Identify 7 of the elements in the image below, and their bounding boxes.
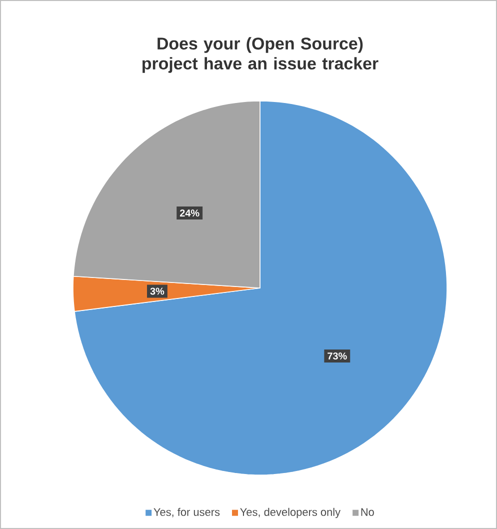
legend-label: Yes, developers only: [240, 508, 341, 518]
chart-title: Does your (Open Source) project have an issue tracker: [142, 37, 378, 73]
legend-label: No: [361, 508, 374, 516]
data-label: 3%: [150, 288, 164, 295]
data-label: 24%: [180, 210, 200, 217]
legend-label: Yes, for users: [154, 508, 220, 518]
data-label: 73%: [328, 352, 347, 360]
